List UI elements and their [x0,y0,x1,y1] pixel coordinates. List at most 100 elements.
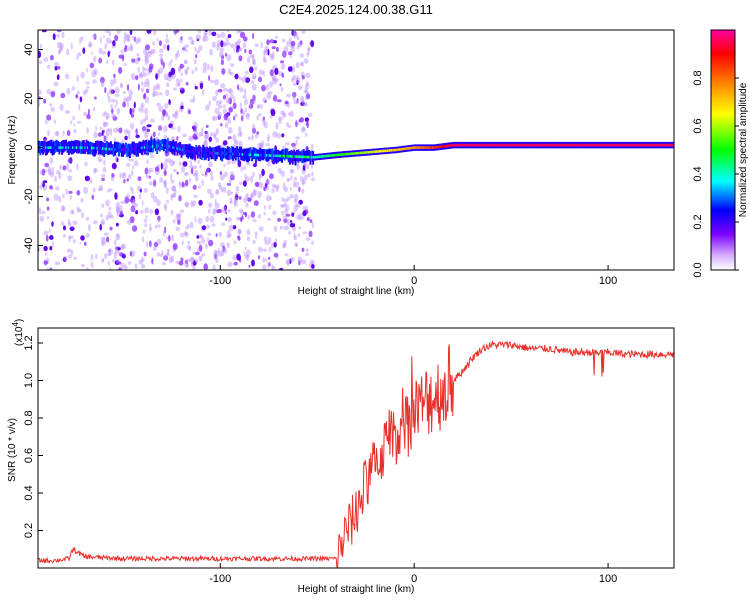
spectrogram-noise-speckle [296,75,300,82]
spectrogram-noise-speckle [133,101,136,109]
spectrogram-noise-speckle [135,75,139,81]
spectrogram-track-core [621,143,624,147]
spectrogram-noise-speckle [298,213,304,221]
spectrogram-track-core [447,144,450,147]
spectrogram-noise-speckle [177,216,180,220]
spectrogram-noise-speckle [254,66,258,71]
spectrogram-noise-speckle [194,86,198,90]
spectrogram-noise-speckle [250,80,255,84]
spectrogram-noise-speckle [284,253,289,257]
spectrogram-noise-speckle [121,54,125,62]
spectrogram-track-core [122,148,125,152]
spectrogram-noise-speckle [182,45,187,52]
spectrogram-noise-speckle [257,246,263,253]
spectrogram-track-core [215,152,218,155]
spectrogram-track-core [166,144,169,148]
spectrogram-noise-speckle [135,128,138,136]
spectrogram-noise-speckle [91,194,95,200]
spectrogram-noise-speckle [291,77,295,83]
spectrogram-track-core [377,150,380,153]
spectrogram-track-core [324,154,327,158]
spectrogram-noise-speckle [216,39,221,47]
spectrogram-noise-speckle [140,119,144,125]
spectrogram-noise-speckle [205,224,211,229]
spectrogram-noise-speckle [214,251,218,255]
spectrogram-track-core [427,146,430,149]
spectrogram-track-core [104,147,107,151]
spectrogram-track-core [202,151,205,155]
spectrogram-noise-speckle [130,113,135,118]
spectrogram-track-core [327,154,330,158]
spectrogram-noise-speckle [53,193,59,201]
spectrogram-noise-speckle [148,66,153,73]
spectrogram-noise-speckle [126,178,129,182]
spectrogram-noise-speckle [288,51,293,56]
spectrogram-noise-speckle [195,34,201,41]
spectrogram-track-core [408,147,411,150]
spectrogram-noise-speckle [105,37,112,44]
spectrogram-noise-speckle [273,252,279,258]
spectrogram-noise-speckle [131,169,134,176]
spectrogram-noise-speckle [93,55,97,63]
spectrogram-track-core [435,146,438,149]
spectrogram-noise-speckle [201,253,206,257]
spectrogram-noise-speckle [141,200,144,206]
spectrogram-track-core [128,148,131,151]
spectrogram-track-core [586,143,589,147]
spectrogram-noise-speckle [68,235,71,243]
spectrogram-noise-speckle [227,209,231,213]
spectrogram-noise-speckle [220,187,224,193]
spectrogram-noise-speckle [235,185,240,192]
spectrogram-track-core [50,146,53,149]
spectrogram-track-core [319,155,321,159]
spectrogram-noise-speckle [131,35,137,42]
spectrogram-noise-speckle [105,115,109,120]
spectrogram-noise-speckle [145,114,149,121]
spectrogram-track-core [287,155,290,158]
spectrogram-noise-speckle [188,135,193,140]
spectrogram-noise-speckle [243,211,247,215]
spectrogram-noise-speckle [272,265,276,270]
spectrogram-noise-speckle [70,249,74,256]
spectrogram-track-core [514,143,517,147]
spectrogram-noise-speckle [297,43,302,48]
spectrogram-noise-speckle [305,72,311,79]
spectrogram-noise-speckle [267,261,270,269]
spectrogram-noise-speckle [49,157,54,165]
spectrogram-noise-speckle [207,188,212,195]
spectrogram-noise-speckle [51,221,54,227]
spectrogram-track-core [500,143,503,147]
spectrogram-noise-speckle [306,217,310,222]
spectrogram-noise-speckle [302,178,305,186]
spectrogram-noise-speckle [296,79,299,86]
spectrogram-track-core [526,143,529,147]
spectrogram-noise-speckle [107,188,113,192]
spectrogram-noise-speckle [297,233,301,237]
spectrogram-noise-speckle [98,47,103,55]
spectrogram-noise-speckle [232,254,238,261]
spectrogram-track-core [80,146,83,149]
spectrogram-track-core [350,152,353,156]
spectrogram-noise-speckle [299,62,303,66]
spectrogram-noise-speckle [276,132,282,139]
spectrogram-track-core [127,148,130,151]
spectrogram-noise-speckle [292,144,297,151]
spectrogram-noise-speckle [224,113,229,118]
spectrogram-noise-speckle [285,122,290,128]
spectrogram-noise-speckle [307,47,310,55]
spectrogram-noise-speckle [98,57,103,64]
spectrogram-noise-speckle [152,30,157,36]
spectrogram-noise-speckle [246,236,250,242]
spectrogram-noise-speckle [262,97,267,104]
spectrogram-noise-speckle [135,38,140,45]
spectrogram-noise-speckle [290,169,295,173]
spectrogram-track-core [228,152,230,156]
spectrogram-track-core [618,143,621,147]
spectrogram-noise-speckle [103,253,108,260]
spectrogram-track-core [609,143,612,147]
spectrogram-track-core [642,143,644,147]
spectrogram-noise-speckle [62,234,66,238]
spectrogram-track-core [623,143,625,147]
spectrogram-noise-speckle [227,68,232,75]
spectrogram-noise-speckle [172,168,177,173]
